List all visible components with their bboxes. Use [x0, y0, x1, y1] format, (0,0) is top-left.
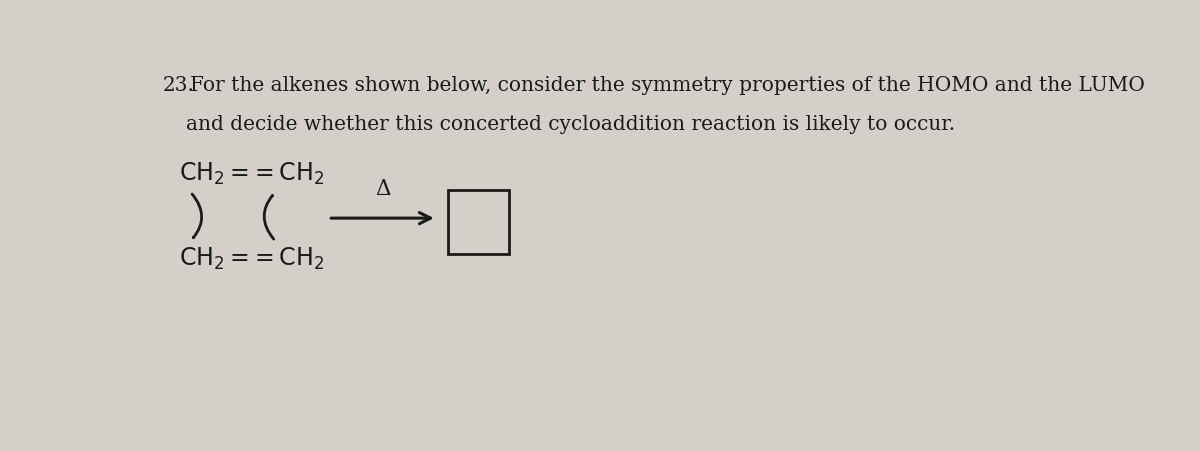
FancyArrowPatch shape [264, 196, 274, 239]
Text: $\mathsf{CH_2{=\!=}CH_2}$: $\mathsf{CH_2{=\!=}CH_2}$ [180, 246, 325, 272]
Text: Δ: Δ [374, 178, 390, 200]
Bar [449, 190, 509, 253]
Text: For the alkenes shown below, consider the symmetry properties of the HOMO and th: For the alkenes shown below, consider th… [191, 77, 1145, 96]
FancyArrowPatch shape [192, 194, 202, 238]
Text: 23.: 23. [162, 77, 194, 96]
Text: $\mathsf{CH_2{=\!=}CH_2}$: $\mathsf{CH_2{=\!=}CH_2}$ [180, 161, 325, 187]
Text: and decide whether this concerted cycloaddition reaction is likely to occur.: and decide whether this concerted cycloa… [186, 115, 955, 134]
